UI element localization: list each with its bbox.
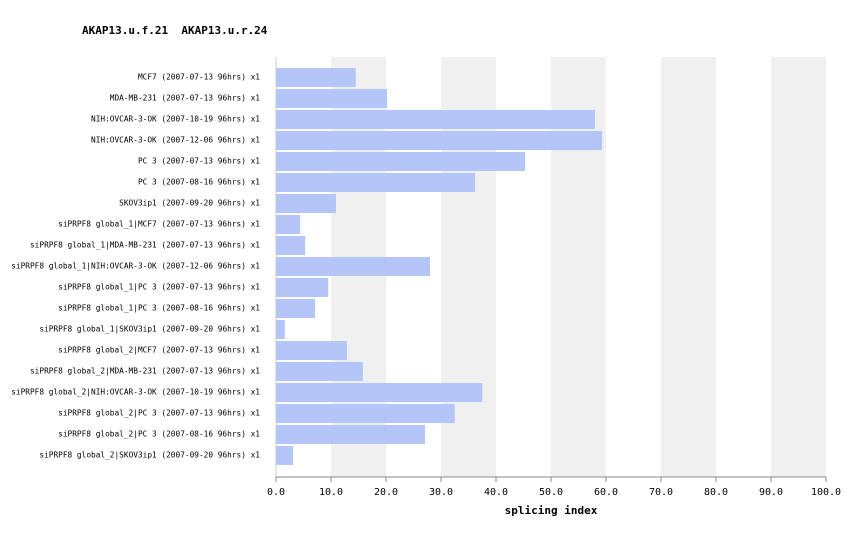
bar: [276, 89, 388, 108]
x-tick-label: 40.0: [484, 487, 508, 498]
y-tick-label: siPRPF8 global_1|MCF7 (2007-07-13 96hrs)…: [58, 220, 260, 229]
y-tick-label: NIH:OVCAR-3-OK (2007-10-19 96hrs) x1: [91, 115, 260, 124]
bar: [276, 341, 347, 360]
y-tick-label: siPRPF8 global_2|PC 3 (2007-07-13 96hrs)…: [58, 409, 260, 418]
x-tick-label: 60.0: [594, 487, 618, 498]
y-tick-label: siPRPF8 global_1|NIH:OVCAR-3-OK (2007-12…: [11, 262, 260, 271]
x-tick-label: 80.0: [704, 487, 728, 498]
bar: [276, 446, 294, 465]
y-tick-label: NIH:OVCAR-3-OK (2007-12-06 96hrs) x1: [91, 136, 260, 145]
y-tick-label: PC 3 (2007-08-16 96hrs) x1: [138, 178, 260, 187]
x-tick-label: 30.0: [429, 487, 453, 498]
y-tick-label: siPRPF8 global_2|MCF7 (2007-07-13 96hrs)…: [58, 346, 260, 355]
grid-band: [661, 57, 716, 477]
y-tick-label: MDA-MB-231 (2007-07-13 96hrs) x1: [110, 94, 261, 103]
bar: [276, 362, 363, 381]
bar: [276, 215, 301, 234]
x-tick-label: 100.0: [811, 487, 841, 498]
x-axis-label: splicing index: [505, 504, 598, 517]
y-tick-label: siPRPF8 global_2|MDA-MB-231 (2007-07-13 …: [30, 367, 260, 376]
x-tick-label: 50.0: [539, 487, 563, 498]
bar: [276, 236, 306, 255]
bar: [276, 299, 316, 318]
x-tick-label: 10.0: [319, 487, 343, 498]
bar: [276, 404, 455, 423]
y-tick-label: MCF7 (2007-07-13 96hrs) x1: [138, 73, 260, 82]
y-tick-label: siPRPF8 global_1|SKOV3ip1 (2007-09-20 96…: [39, 325, 260, 334]
bar: [276, 194, 336, 213]
bar: [276, 278, 329, 297]
y-tick-label: siPRPF8 global_2|NIH:OVCAR-3-OK (2007-10…: [11, 388, 260, 397]
y-tick-label: siPRPF8 global_1|MDA-MB-231 (2007-07-13 …: [30, 241, 260, 250]
bar: [276, 383, 483, 402]
bar: [276, 110, 595, 129]
x-tick-label: 0.0: [267, 487, 285, 498]
chart-title: AKAP13.u.f.21 AKAP13.u.r.24: [82, 24, 268, 37]
y-tick-label: siPRPF8 global_2|PC 3 (2007-08-16 96hrs)…: [58, 430, 260, 439]
bar: [276, 68, 356, 87]
x-tick-label: 20.0: [374, 487, 398, 498]
bar: [276, 425, 426, 444]
y-tick-label: siPRPF8 global_2|SKOV3ip1 (2007-09-20 96…: [39, 451, 260, 460]
grid-band: [771, 57, 826, 477]
bar: [276, 320, 285, 339]
bar: [276, 173, 476, 192]
bar: [276, 257, 430, 276]
y-tick-label: siPRPF8 global_1|PC 3 (2007-08-16 96hrs)…: [58, 304, 260, 313]
bar: [276, 131, 603, 150]
x-tick-label: 70.0: [649, 487, 673, 498]
y-tick-label: PC 3 (2007-07-13 96hrs) x1: [138, 157, 260, 166]
y-tick-label: siPRPF8 global_1|PC 3 (2007-07-13 96hrs)…: [58, 283, 260, 292]
y-tick-label: SKOV3ip1 (2007-09-20 96hrs) x1: [119, 199, 260, 208]
bar: [276, 152, 526, 171]
x-tick-label: 90.0: [759, 487, 783, 498]
